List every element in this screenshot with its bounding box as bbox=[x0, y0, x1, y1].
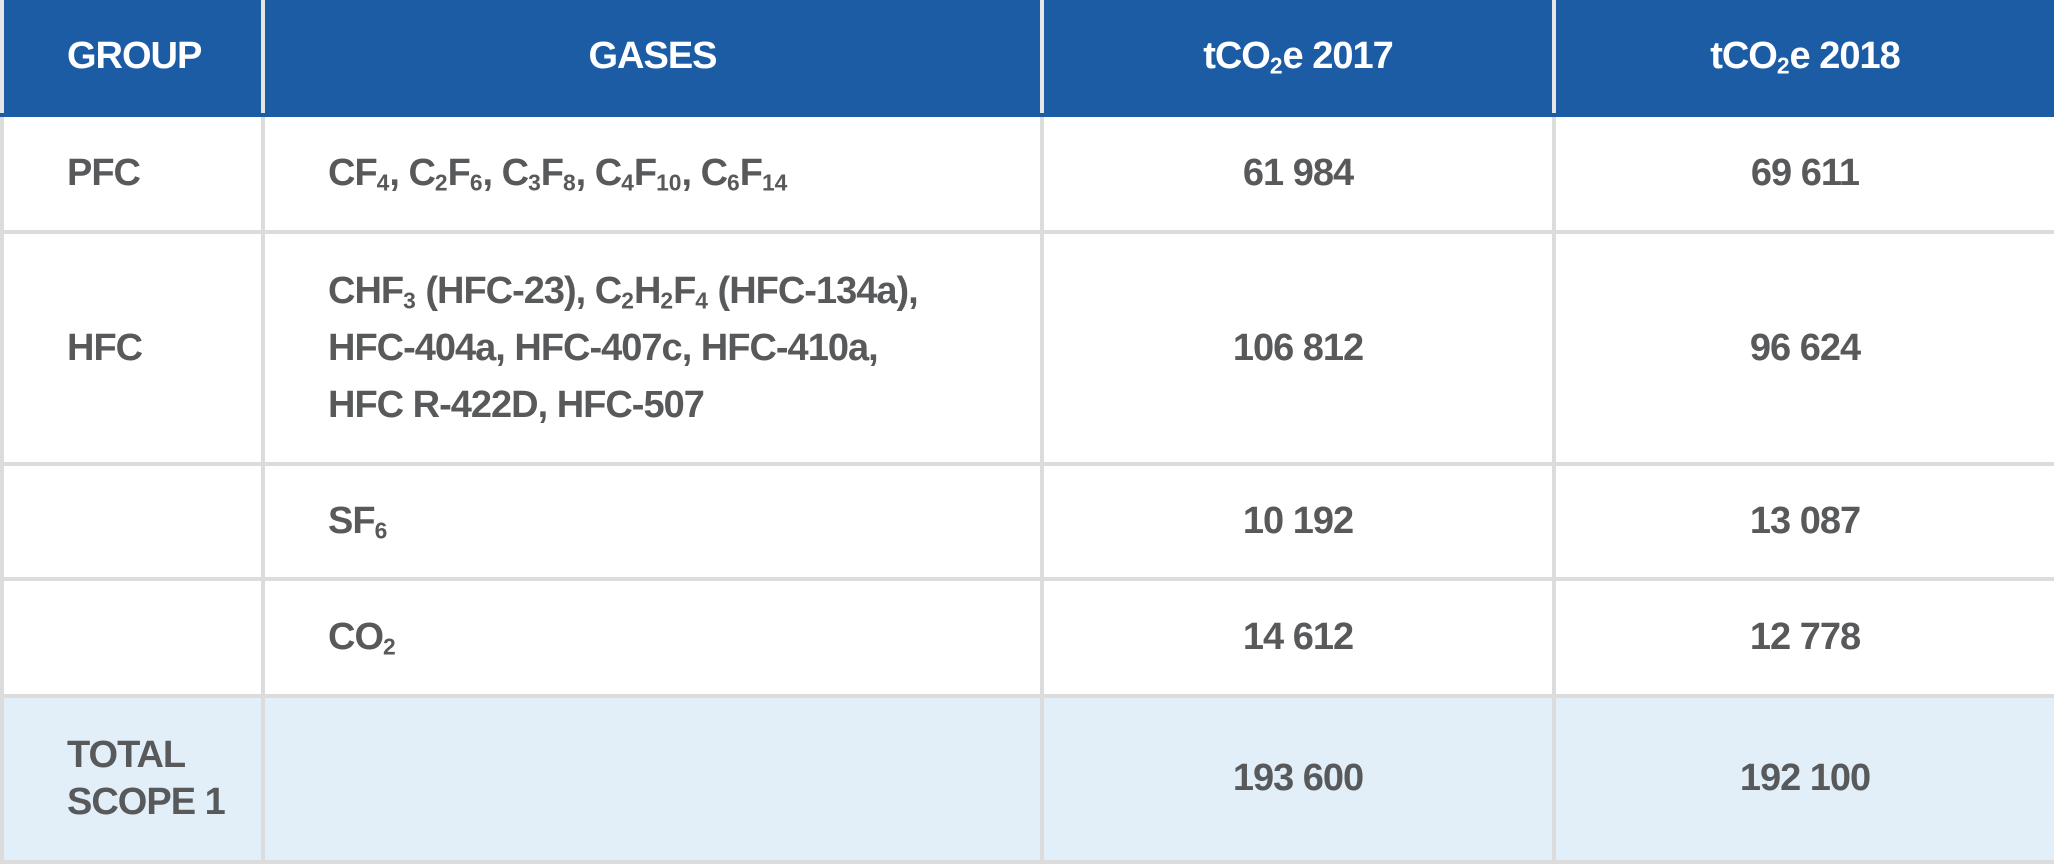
gases-line: CO2 bbox=[328, 609, 1040, 666]
value-cell: 69 611 bbox=[1552, 113, 2054, 234]
gases-cell bbox=[261, 694, 1044, 864]
gases-cell: CO2 bbox=[261, 577, 1044, 698]
value-cell: 61 984 bbox=[1040, 113, 1556, 234]
gases-line: HFC R-422D, HFC-507 bbox=[328, 377, 1040, 434]
subscript: 2 bbox=[1776, 52, 1790, 79]
value-cell: 96 624 bbox=[1552, 230, 2054, 466]
text: F bbox=[739, 152, 763, 194]
text: GROUP bbox=[67, 35, 202, 77]
text: (HFC-23), C bbox=[415, 269, 622, 312]
subscript: 4 bbox=[621, 169, 634, 196]
value-cell: 10 192 bbox=[1040, 462, 1556, 581]
gases-cell: CF4, C2F6, C3F8, C4F10, C6F14 bbox=[261, 113, 1044, 234]
subscript: 2 bbox=[434, 169, 448, 196]
table-row: PFC CF4, C2F6, C3F8, C4F10, C6F14 61 984 69… bbox=[0, 113, 2054, 234]
text: CHF bbox=[328, 269, 404, 312]
text: F bbox=[673, 269, 696, 312]
text: F bbox=[540, 152, 564, 194]
value-cell: 193 600 bbox=[1040, 694, 1556, 864]
subscript: 10 bbox=[656, 169, 682, 196]
table-body: PFC CF4, C2F6, C3F8, C4F10, C6F14 61 984 69… bbox=[0, 113, 2054, 864]
value-cell: 192 100 bbox=[1552, 694, 2054, 864]
subscript: 2 bbox=[1269, 52, 1283, 79]
value-cell: 106 812 bbox=[1040, 230, 1556, 466]
subscript: 3 bbox=[528, 169, 541, 196]
subscript: 8 bbox=[562, 169, 576, 196]
text: HFC-404a, HFC-407c, HFC-410a, bbox=[328, 326, 879, 369]
value-cell: 13 087 bbox=[1552, 462, 2054, 581]
subscript: 4 bbox=[695, 287, 708, 314]
table-row: CO2 14 612 12 778 bbox=[0, 577, 2054, 698]
text: e 2018 bbox=[1789, 35, 1901, 77]
subscript: 3 bbox=[403, 287, 416, 314]
text: CO bbox=[328, 616, 384, 658]
header-cell: GROUP bbox=[0, 0, 265, 117]
text: e 2017 bbox=[1282, 35, 1394, 77]
subscript: 14 bbox=[761, 169, 788, 196]
text: F bbox=[633, 152, 657, 194]
value-cell: 14 612 bbox=[1040, 577, 1556, 698]
subscript: 6 bbox=[469, 169, 483, 196]
value-cell: 12 778 bbox=[1552, 577, 2054, 698]
text: tCO bbox=[1710, 35, 1778, 77]
text: , C bbox=[575, 152, 623, 194]
gases-line: SF6 bbox=[328, 493, 1040, 550]
text: CF bbox=[328, 152, 378, 194]
group-cell: PFC bbox=[0, 113, 265, 234]
table-row: HFC CHF3 (HFC-23), C2H2F4 (HFC-134a), HFC-… bbox=[0, 230, 2054, 466]
text: (HFC-134a), bbox=[707, 269, 919, 312]
header-cell: tCO2e 2017 bbox=[1040, 0, 1556, 117]
subscript: 2 bbox=[383, 633, 396, 660]
gases-line: HFC-404a, HFC-407c, HFC-410a, bbox=[328, 320, 1040, 377]
text: HFC R-422D, HFC-507 bbox=[328, 383, 705, 426]
group-cell bbox=[0, 462, 265, 581]
text: , C bbox=[681, 152, 728, 194]
group-cell bbox=[0, 577, 265, 698]
table-row: SF6 10 192 13 087 bbox=[0, 462, 2054, 581]
header-row: GROUP GASES tCO2e 2017 tCO2e 2018 bbox=[0, 0, 2054, 117]
gases-line: CHF3 (HFC-23), C2H2F4 (HFC-134a), bbox=[328, 263, 1040, 320]
subscript: 4 bbox=[376, 169, 390, 196]
text: H bbox=[633, 269, 661, 312]
subscript: 2 bbox=[621, 287, 634, 314]
text: tCO bbox=[1203, 35, 1271, 77]
group-cell: HFC bbox=[0, 230, 265, 466]
text: F bbox=[447, 152, 471, 194]
subscript: 6 bbox=[727, 169, 740, 196]
subscript: 2 bbox=[660, 287, 674, 314]
subscript: 6 bbox=[374, 517, 388, 544]
text: GASES bbox=[588, 35, 717, 77]
text: , C bbox=[482, 152, 530, 194]
gases-cell: SF6 bbox=[261, 462, 1044, 581]
header-cell: tCO2e 2018 bbox=[1552, 0, 2054, 117]
header-cell: GASES bbox=[261, 0, 1044, 117]
gases-cell: CHF3 (HFC-23), C2H2F4 (HFC-134a), HFC-404… bbox=[261, 230, 1044, 466]
group-cell: TOTAL SCOPE 1 bbox=[0, 694, 265, 864]
total-row: TOTAL SCOPE 1 193 600 192 100 bbox=[0, 694, 2054, 864]
text: SF bbox=[328, 500, 376, 542]
text: , C bbox=[389, 152, 436, 194]
gases-line: CF4, C2F6, C3F8, C4F10, C6F14 bbox=[328, 145, 1040, 202]
